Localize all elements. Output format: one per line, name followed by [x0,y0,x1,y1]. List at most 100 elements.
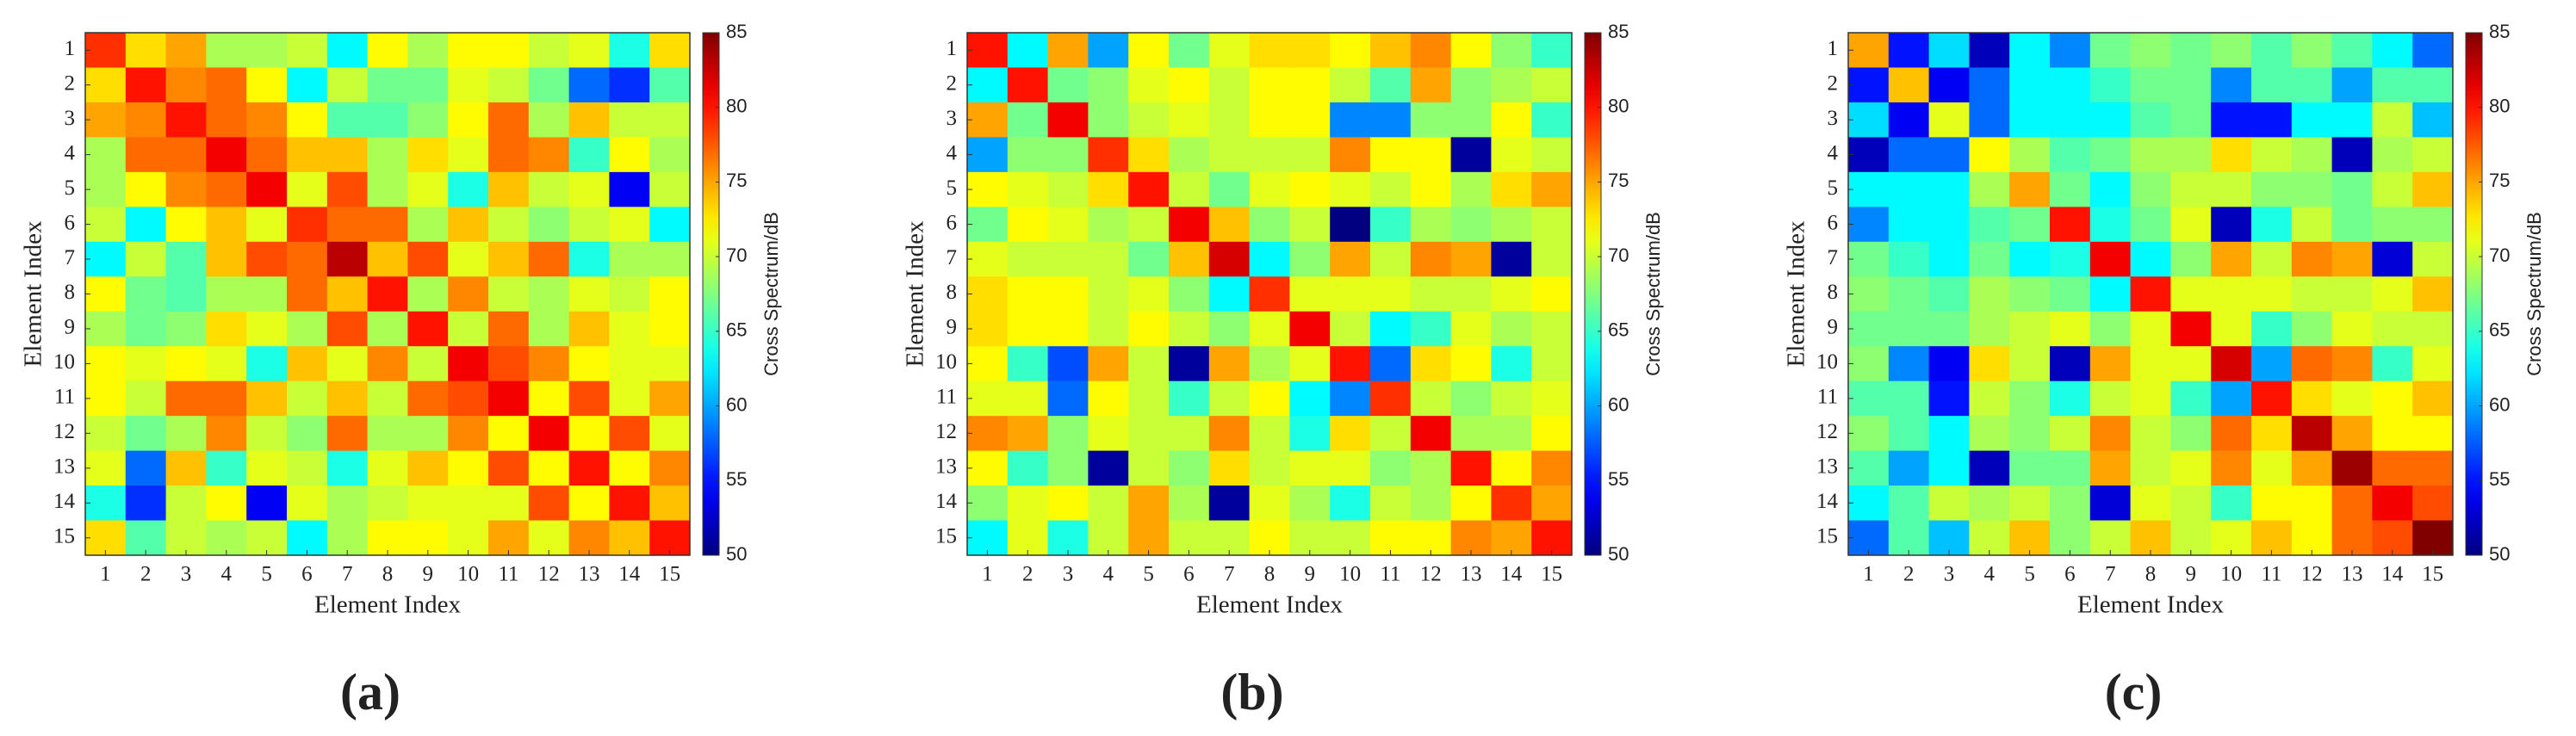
heatmap-cell [165,520,207,556]
heatmap-cell [568,486,610,522]
heatmap-cell [206,33,247,68]
heatmap-cell [1169,276,1210,312]
y-tick-label: 3 [65,107,76,130]
y-tick-label: 5 [947,176,958,200]
heatmap-cell [1128,346,1170,382]
heatmap-cell [1410,67,1452,103]
heatmap-cell [287,67,328,103]
heatmap-cell [326,520,369,556]
heatmap-cell [1531,67,1573,103]
heatmap-cell [967,171,1009,207]
x-tick-label: 13 [2342,563,2363,586]
x-tick-label: 3 [1063,563,1074,586]
heatmap-cell [1888,450,1930,486]
heatmap-cell [967,520,1009,556]
heatmap-cell [1208,486,1251,522]
heatmap-cell [1289,450,1331,486]
heatmap-cell [1410,171,1452,207]
heatmap-panel: 1 2 3 4 5 6 7 8 9 10 11 12 13 14 151234567891011121314… [20,21,782,721]
colorbar-label: Cross Spectrum/dB [760,212,782,376]
heatmap-cell [1289,171,1331,207]
heatmap-cell [2130,486,2171,522]
heatmap-cell [125,311,167,347]
heatmap-cell [1169,520,1210,556]
heatmap-cell [488,33,530,68]
heatmap-cell [2211,207,2252,243]
heatmap-cell [1888,241,1930,277]
heatmap-cell [1289,486,1331,522]
heatmap-cell [1169,241,1210,277]
x-tick-label: 15 [1541,563,1562,586]
heatmap-cell [649,276,691,312]
heatmap-cell [568,416,610,452]
x-tick-label: 9 [423,563,434,586]
heatmap-cell [326,276,369,312]
heatmap-cell [2009,102,2051,138]
heatmap-cell [326,171,369,207]
heatmap-cell [2291,346,2333,382]
heatmap-cell [1928,346,1970,382]
heatmap-cell [206,137,247,173]
colorbar-label: Cross Spectrum/dB [2523,212,2545,376]
heatmap-cell [2089,486,2132,522]
heatmap-cell [2050,137,2091,173]
x-tick-label: 8 [1264,563,1276,586]
y-tick-label: 14 [53,490,76,513]
heatmap-cell [1848,171,1890,207]
heatmap-cell [649,67,691,103]
heatmap-cell [165,276,207,312]
heatmap-cell [407,486,449,522]
heatmap-cell [528,486,570,522]
heatmap-cell [1370,241,1412,277]
heatmap-cell [1289,102,1331,138]
heatmap-cell [1289,67,1331,103]
heatmap-cell [125,207,167,243]
heatmap-cell [1088,520,1129,556]
heatmap-cell [2170,137,2212,173]
heatmap-cell [448,33,489,68]
heatmap-cell [2211,241,2252,277]
heatmap-cell [1491,102,1532,138]
colorbar-tick-label: 50 [1608,543,1629,565]
heatmap-cell [2251,346,2293,382]
heatmap-cell [2412,67,2454,103]
y-tick-label: 7 [1828,246,1839,269]
heatmap-cell [967,102,1009,138]
heatmap-cell [326,380,369,417]
heatmap-cell [2211,171,2252,207]
heatmap-cell [1531,137,1573,173]
heatmap-cell [2089,33,2132,68]
y-tick-label: 13 [935,455,957,479]
heatmap-cell [649,346,691,382]
heatmap-cell [165,380,207,417]
heatmap-cell [649,416,691,452]
heatmap-cell [2089,67,2132,103]
heatmap-cell [1007,33,1049,68]
heatmap-cell [2130,520,2171,556]
heatmap-cell [2331,137,2373,173]
heatmap-cell [1491,171,1532,207]
heatmap-cell [1128,207,1170,243]
heatmap-cell [1047,241,1089,277]
heatmap-cell [1208,450,1251,486]
heatmap-cell [165,67,207,103]
heatmap-cell [967,67,1009,103]
heatmap-cell [1888,67,1930,103]
heatmap-cell [206,380,247,417]
heatmap-cell [1330,276,1371,312]
colorbar-tick-label: 60 [1608,393,1629,415]
heatmap-cell [2291,380,2333,417]
x-tick-label: 14 [618,563,641,586]
heatmap-cell [1289,346,1331,382]
heatmap-cell [1208,346,1251,382]
heatmap-cell [2291,33,2333,68]
heatmap-cell [1848,311,1890,347]
heatmap-cell [967,33,1009,68]
colorbar [2465,32,2483,556]
heatmap-cell [1450,67,1492,103]
heatmap-cell [206,311,247,347]
heatmap-cell [326,207,369,243]
y-tick-label: 10 [935,350,957,374]
heatmap-cell [1249,137,1290,173]
heatmap-cell [1330,520,1371,556]
